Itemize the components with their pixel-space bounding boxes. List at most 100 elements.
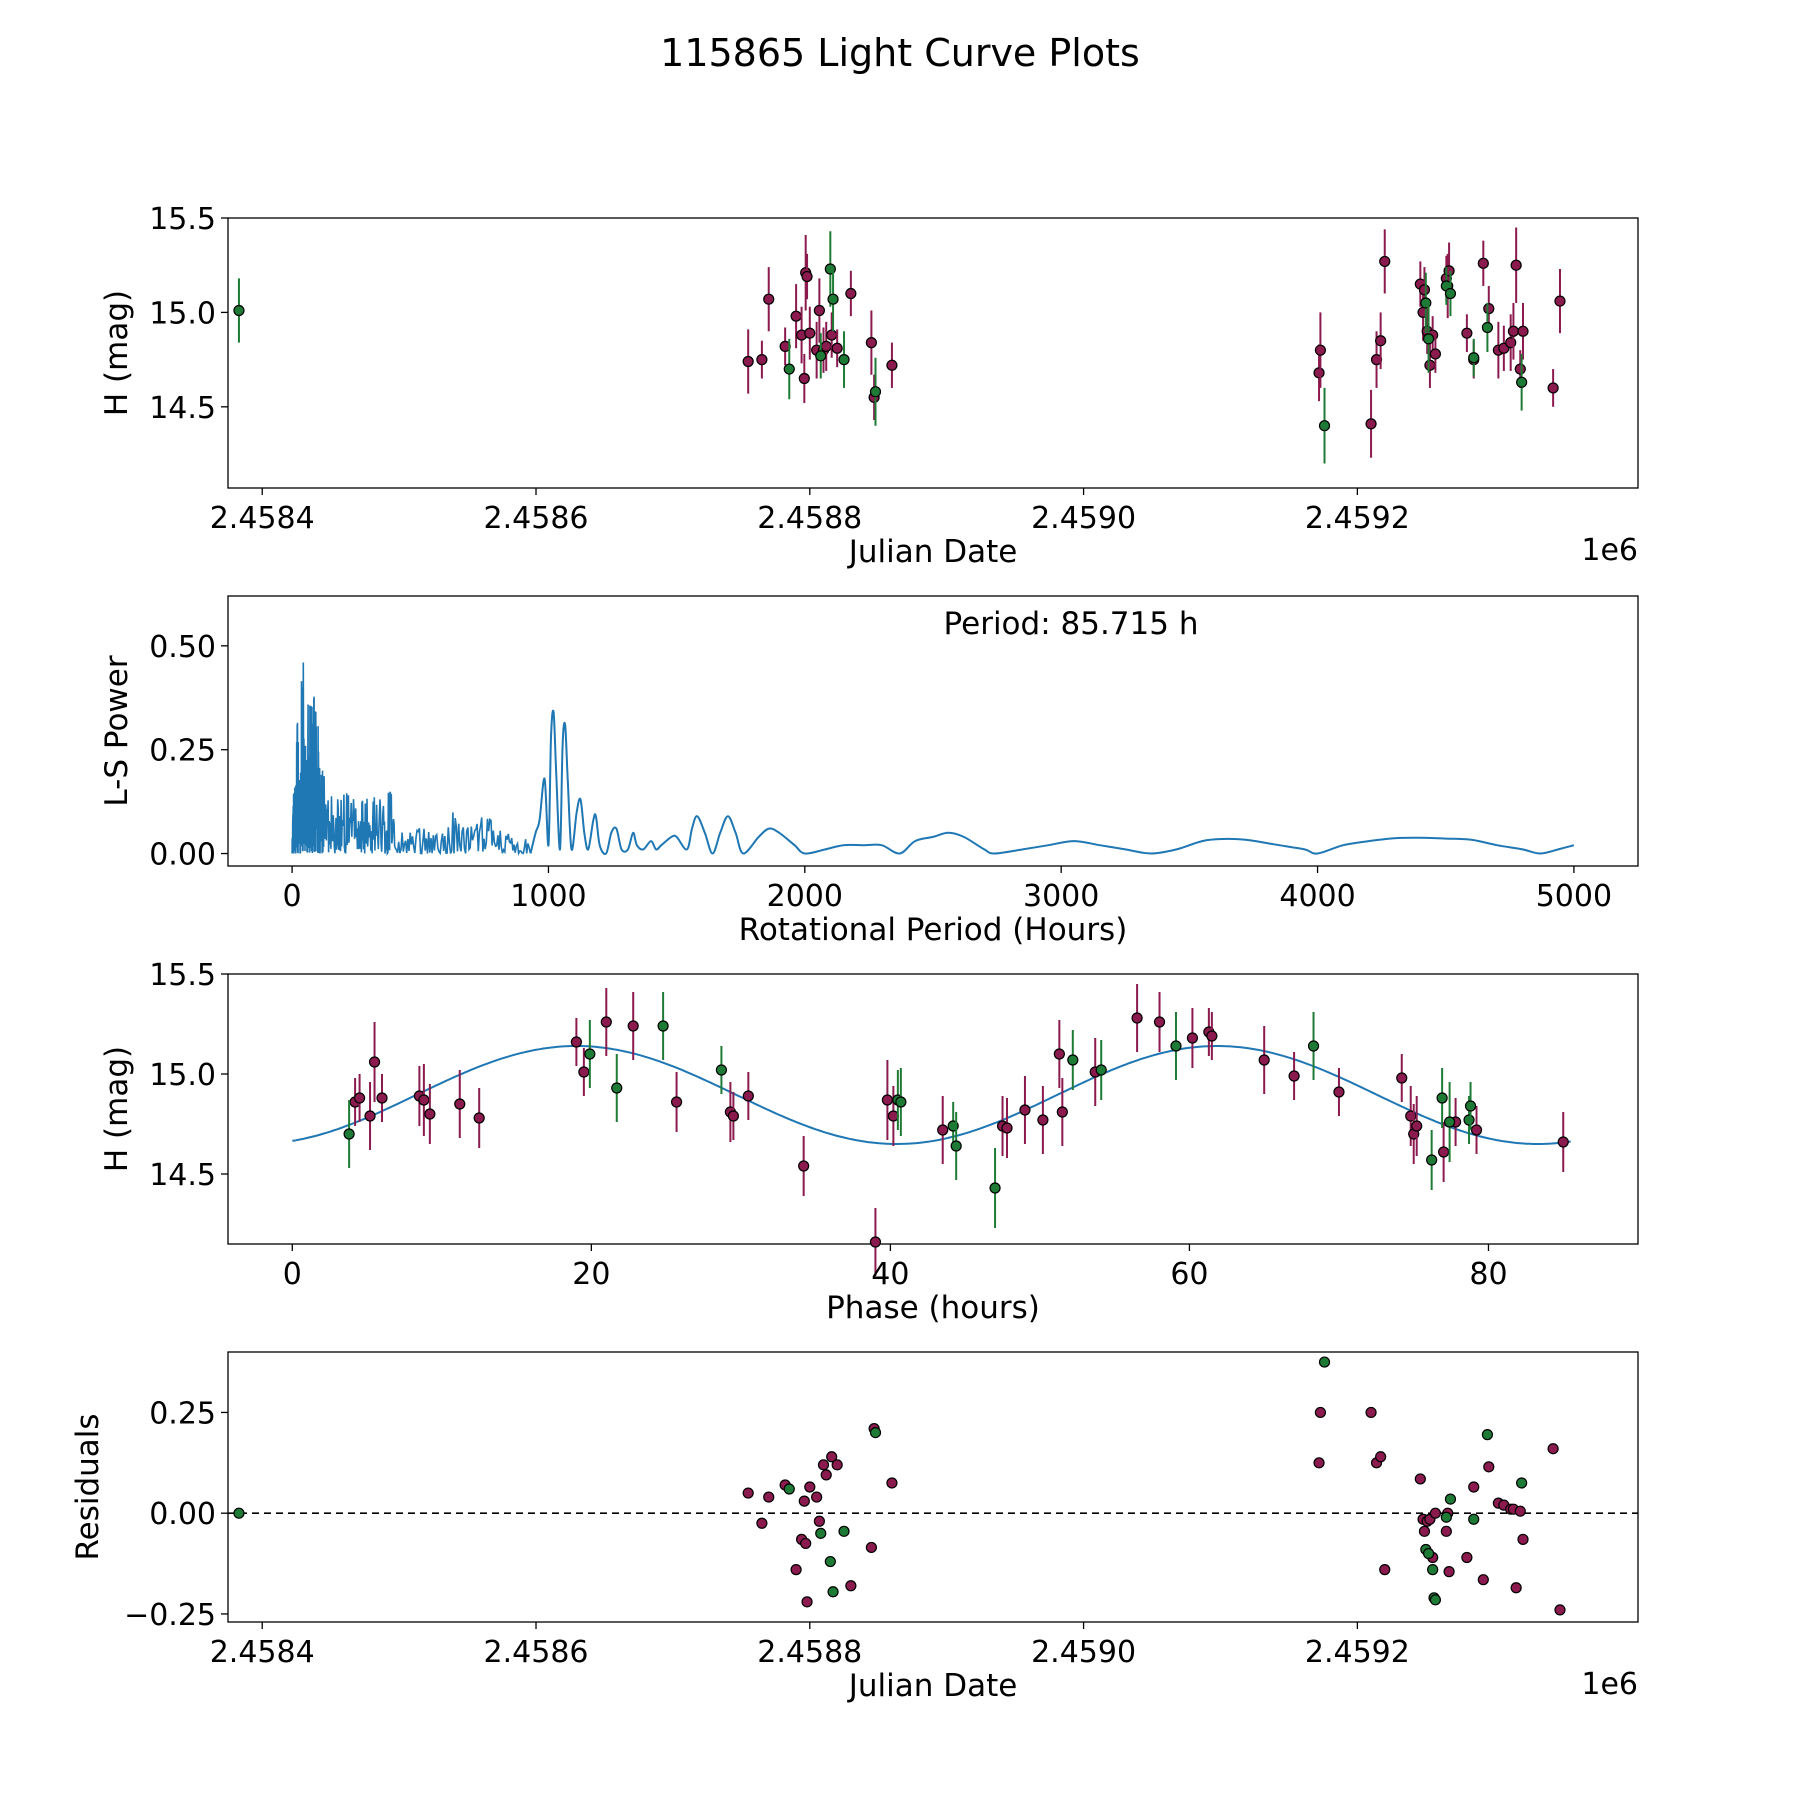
- x-tick-label: 3000: [1023, 879, 1099, 914]
- magenta-data-point: [1411, 1120, 1423, 1132]
- magenta-data-point: [1037, 1114, 1049, 1126]
- periodogram-y-axis-label: L-S Power: [99, 655, 135, 806]
- x-tick-label: 2.4592: [1305, 501, 1410, 536]
- y-tick-label: 15.5: [149, 958, 216, 993]
- y-tick-label: 15.0: [149, 296, 216, 331]
- phase-y-ticks: 14.5 15.0 15.5: [149, 958, 228, 1193]
- magenta-data-point: [790, 1564, 802, 1576]
- magenta-data-point: [424, 1108, 436, 1120]
- magenta-data-point: [1429, 348, 1441, 360]
- magenta-data-point: [831, 1459, 843, 1471]
- figure-title: 115865 Light Curve Plots: [660, 31, 1140, 75]
- green-data-point: [827, 293, 839, 305]
- magenta-data-point: [1314, 1406, 1327, 1419]
- magenta-data-point: [813, 304, 825, 317]
- magenta-data-point: [820, 340, 832, 352]
- residuals-x-axis-label: Julian Date: [847, 1668, 1018, 1704]
- phase-x-ticks: 0 20 40 60 80: [283, 1244, 1508, 1292]
- x-tick-label: 0: [283, 1257, 302, 1292]
- magenta-data-point: [670, 1096, 683, 1108]
- residuals-plot-frame: [227, 1351, 1639, 1623]
- y-tick-label: 15.0: [149, 1058, 216, 1093]
- phase-plot-frame: [227, 973, 1639, 1245]
- green-data-point: [815, 350, 827, 362]
- green-data-point: [1318, 1356, 1331, 1368]
- magenta-data-point: [1258, 1054, 1270, 1066]
- periodogram-plot-frame: [227, 595, 1639, 867]
- phase-y-axis-label: H (mag): [99, 1046, 135, 1172]
- magenta-data-point: [826, 1451, 838, 1463]
- magenta-data-point: [801, 270, 813, 283]
- periodogram-smooth-series: [529, 709, 1575, 856]
- magenta-data-point: [1483, 1461, 1495, 1473]
- magenta-data-point: [790, 310, 802, 322]
- magenta-data-point: [800, 1537, 812, 1550]
- x-tick-label: 2.4586: [484, 501, 589, 536]
- green-data-point: [1095, 1064, 1107, 1076]
- x-tick-label: 40: [871, 1257, 909, 1292]
- magenta-data-point: [1186, 1032, 1199, 1044]
- x-tick-label: 2.4584: [210, 501, 315, 536]
- magenta-data-point: [756, 354, 768, 366]
- residuals-y-ticks: −0.25 0.00 0.25: [124, 1396, 228, 1633]
- panel-raw-light-curve: 2.4584 2.4586 2.4588 2.4590 2.4592 14.515.01…: [99, 202, 1639, 570]
- magenta-data-point: [1477, 257, 1489, 269]
- magenta-data-point: [1313, 1457, 1325, 1469]
- magenta-data-point: [865, 337, 877, 349]
- raw-data-points: [233, 227, 1566, 464]
- x-tick-label: 20: [572, 1257, 610, 1292]
- magenta-data-point: [1365, 418, 1377, 430]
- magenta-data-point: [1001, 1122, 1013, 1134]
- green-data-point: [1468, 352, 1480, 364]
- magenta-data-point: [1379, 255, 1391, 268]
- magenta-data-point: [473, 1112, 485, 1124]
- magenta-data-point: [763, 293, 775, 305]
- panel-residuals: 2.4584 2.4586 2.4588 2.4590 2.4592 −0.25 0.00…: [70, 1351, 1639, 1704]
- raw-y-ticks: 14.5 15.0 15.5: [149, 202, 228, 426]
- green-data-point: [715, 1064, 728, 1076]
- magenta-data-point: [1517, 325, 1529, 337]
- residuals-x-offset-label: 1e6: [1581, 1667, 1638, 1702]
- magenta-data-point: [454, 1098, 466, 1110]
- green-data-point: [783, 1483, 795, 1495]
- magenta-data-point: [627, 1020, 639, 1032]
- green-data-point: [838, 1525, 850, 1537]
- y-tick-label: 0.25: [149, 1396, 216, 1431]
- green-data-point: [233, 304, 245, 317]
- magenta-data-point: [1554, 1604, 1566, 1616]
- magenta-data-point: [886, 359, 898, 371]
- magenta-data-point: [881, 1094, 893, 1106]
- periodogram-y-ticks: 0.00 0.25 0.50: [149, 630, 228, 873]
- green-data-point: [1307, 1040, 1320, 1052]
- green-data-point: [1427, 1564, 1439, 1576]
- x-tick-label: 2.4588: [757, 501, 862, 536]
- magenta-data-point: [831, 342, 843, 354]
- y-tick-label: 14.5: [149, 391, 216, 426]
- green-data-point: [1426, 1154, 1438, 1166]
- magenta-data-point: [886, 1477, 898, 1489]
- magenta-data-point: [1438, 1146, 1450, 1158]
- magenta-data-point: [865, 1541, 877, 1554]
- magenta-data-point: [1470, 1124, 1483, 1136]
- y-tick-label: 15.5: [149, 202, 216, 237]
- green-data-point: [1481, 321, 1494, 334]
- magenta-data-point: [817, 1459, 830, 1471]
- magenta-data-point: [600, 1016, 612, 1028]
- magenta-data-point: [869, 1236, 882, 1248]
- magenta-data-point: [1468, 1481, 1480, 1493]
- green-data-point: [1463, 1114, 1475, 1126]
- green-data-point: [343, 1128, 355, 1140]
- green-data-point: [1067, 1054, 1079, 1066]
- green-data-point: [824, 1555, 836, 1568]
- green-data-point: [1318, 420, 1331, 432]
- green-data-point: [1481, 1429, 1494, 1441]
- x-tick-label: 2.4588: [757, 1635, 862, 1670]
- magenta-data-point: [1440, 1525, 1452, 1537]
- magenta-data-point: [1053, 1048, 1065, 1060]
- raw-x-axis-label: Julian Date: [847, 534, 1018, 570]
- magenta-data-point: [742, 1487, 754, 1499]
- x-tick-label: 5000: [1536, 879, 1612, 914]
- periodogram-lines: [291, 662, 1575, 857]
- magenta-data-point: [1443, 1566, 1455, 1578]
